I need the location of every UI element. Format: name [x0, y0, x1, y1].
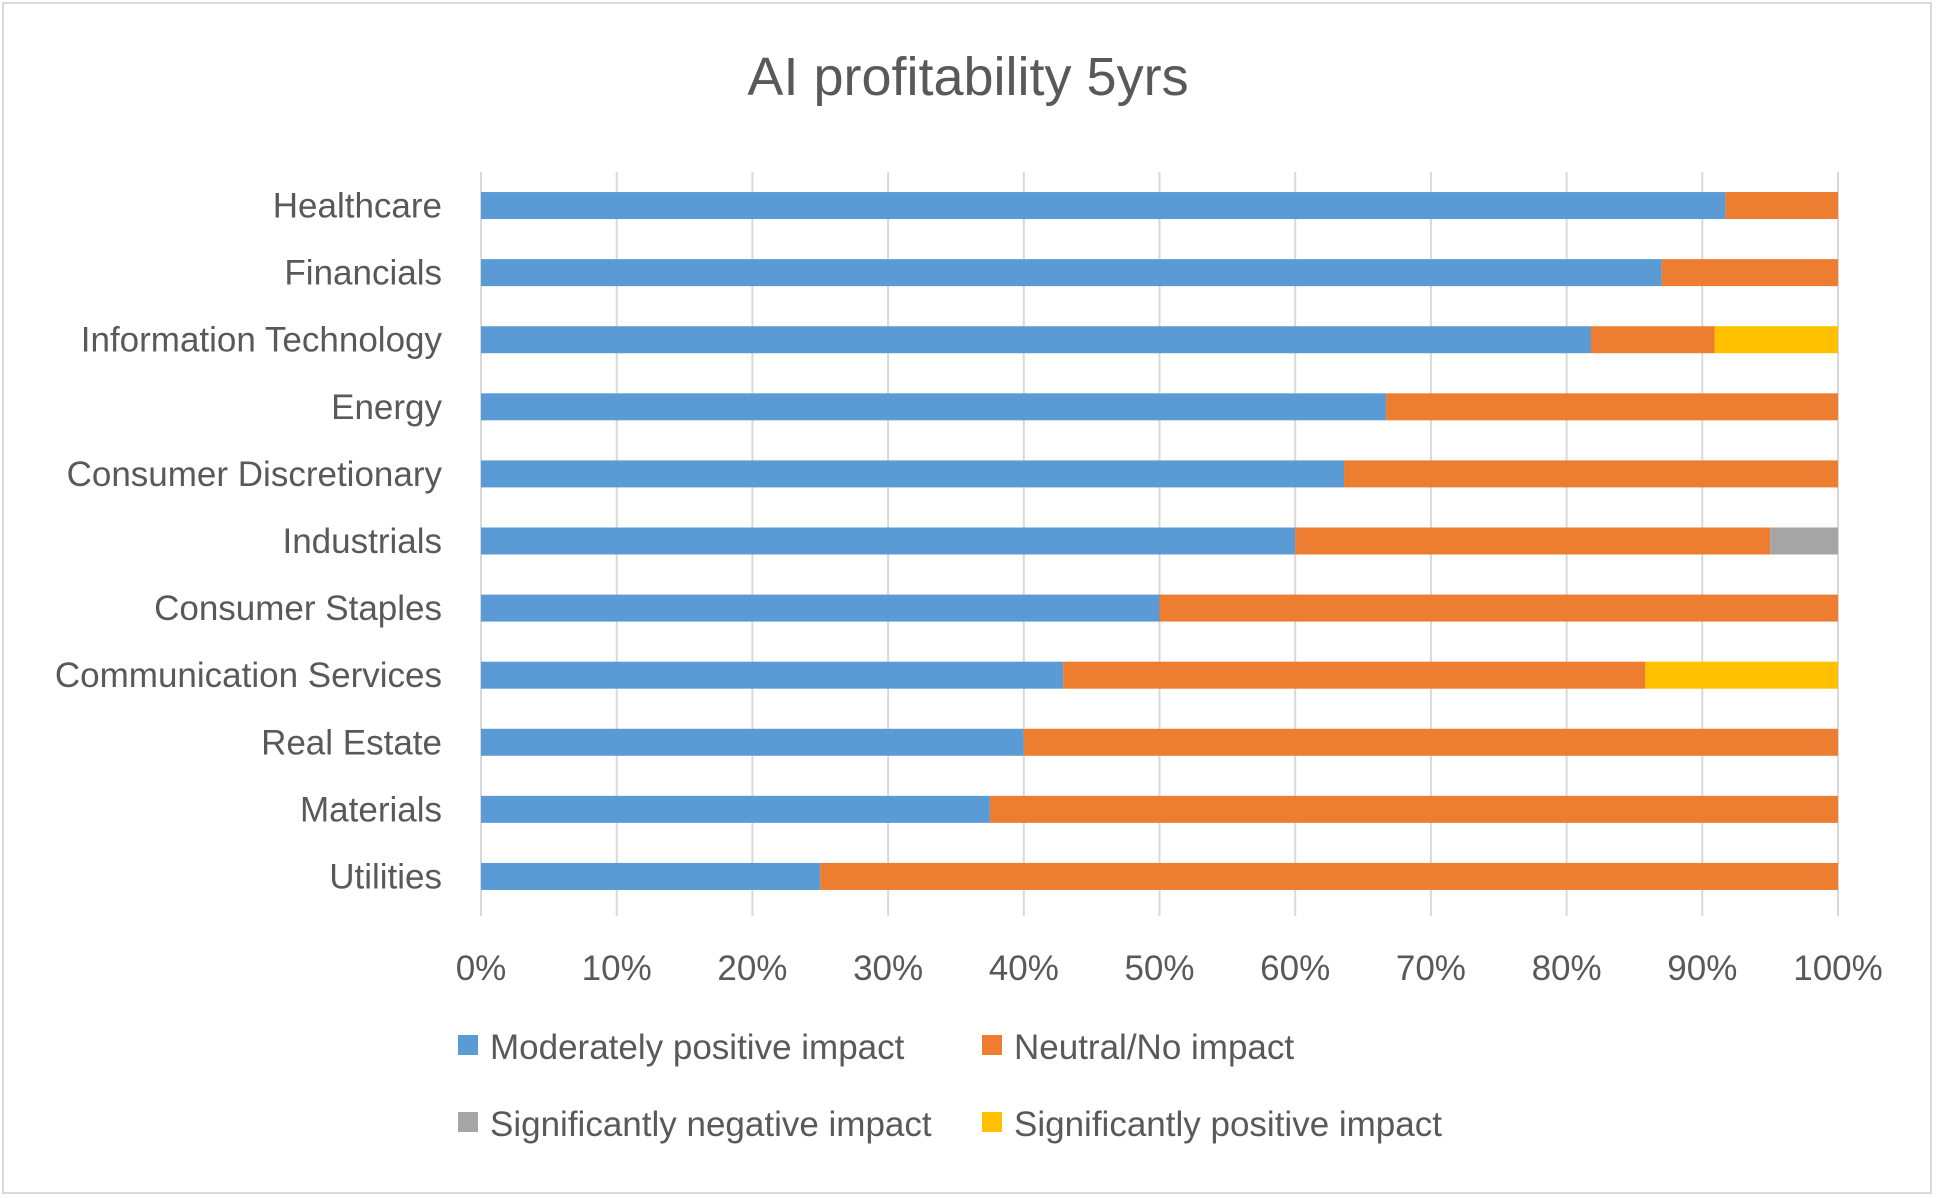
bar-segment — [1344, 460, 1838, 488]
bar-segment — [1661, 259, 1838, 287]
category-label: Healthcare — [273, 187, 442, 226]
legend-label: Neutral/No impact — [1014, 1028, 1294, 1067]
x-tick-label: 60% — [1260, 949, 1330, 988]
bar-segment — [1063, 661, 1646, 689]
x-tick-label: 70% — [1396, 949, 1466, 988]
bar-segment — [1295, 527, 1771, 555]
bar-segment — [481, 259, 1662, 287]
bar-segment — [1770, 527, 1838, 555]
bar-segment — [1591, 326, 1715, 354]
bar-segment — [481, 728, 1024, 756]
category-label: Information Technology — [81, 321, 443, 360]
bar-segment — [1159, 594, 1838, 622]
legend-label: Significantly negative impact — [490, 1105, 932, 1144]
x-tick-labels: 0% 10% 20% 30% 40% 50% 60% 70% 80% 90% 100% — [456, 949, 1883, 988]
bar-segment — [1023, 728, 1838, 756]
category-label: Real Estate — [261, 723, 442, 762]
bars — [481, 192, 1838, 890]
category-label: Energy — [331, 388, 442, 427]
x-tick-label: 50% — [1124, 949, 1194, 988]
x-tick-label: 10% — [582, 949, 652, 988]
legend-swatch — [458, 1035, 478, 1055]
bar-segment — [1725, 192, 1838, 220]
category-label: Utilities — [329, 857, 442, 896]
x-tick-label: 90% — [1667, 949, 1737, 988]
x-tick-label: 40% — [989, 949, 1059, 988]
chart-title: AI profitability 5yrs — [747, 47, 1188, 107]
bar-segment — [481, 862, 821, 890]
bar-segment — [481, 661, 1064, 689]
bar-segment — [481, 393, 1387, 421]
legend-swatch — [982, 1112, 1002, 1132]
bar-segment — [1386, 393, 1838, 421]
legend-label: Moderately positive impact — [490, 1028, 905, 1067]
legend-label: Significantly positive impact — [1014, 1105, 1442, 1144]
bar-segment — [820, 862, 1838, 890]
category-labels: Healthcare Financials Information Technolo… — [55, 187, 443, 897]
bar-segment — [481, 192, 1726, 220]
legend: Moderately positive impact Neutral/No imp… — [458, 1028, 1442, 1144]
x-tick-label: 30% — [853, 949, 923, 988]
category-label: Consumer Staples — [154, 589, 442, 628]
category-label: Consumer Discretionary — [67, 455, 443, 494]
x-tick-label: 80% — [1532, 949, 1602, 988]
category-label: Industrials — [282, 522, 442, 561]
legend-swatch — [458, 1112, 478, 1132]
category-label: Communication Services — [55, 656, 442, 695]
bar-segment — [1645, 661, 1838, 689]
legend-swatch — [982, 1035, 1002, 1055]
bar-segment — [481, 326, 1592, 354]
category-label: Materials — [300, 790, 442, 829]
bar-segment — [989, 795, 1838, 823]
category-label: Financials — [284, 254, 442, 293]
bar-segment — [481, 527, 1296, 555]
bar-segment — [1714, 326, 1838, 354]
bar-segment — [481, 795, 990, 823]
bar-segment — [481, 594, 1160, 622]
x-tick-label: 100% — [1793, 949, 1883, 988]
x-tick-label: 0% — [456, 949, 507, 988]
x-tick-label: 20% — [717, 949, 787, 988]
bar-segment — [481, 460, 1345, 488]
